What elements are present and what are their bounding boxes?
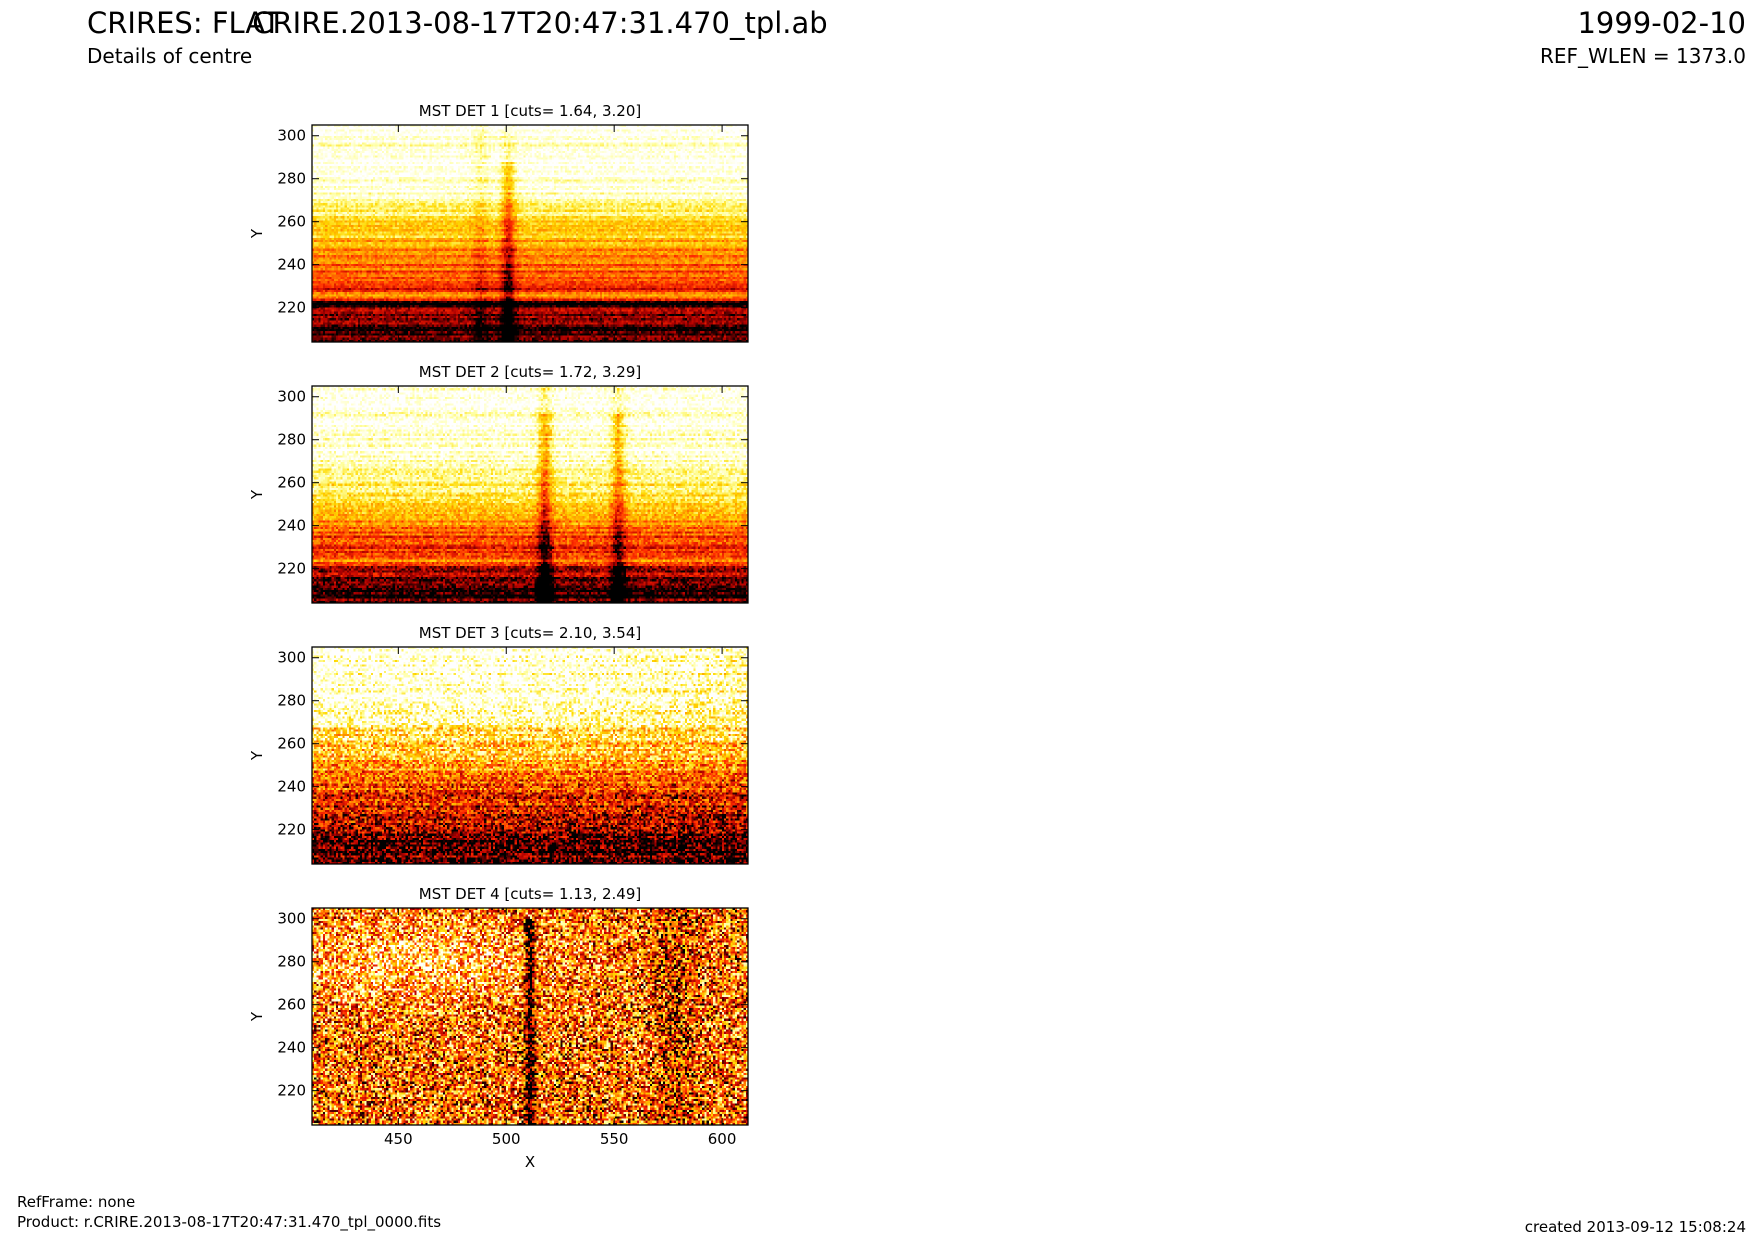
y-axis-label: Y — [248, 1011, 266, 1022]
y-axis-label: Y — [248, 750, 266, 761]
y-tick-label: 280 — [277, 170, 306, 188]
y-tick-label: 240 — [277, 517, 306, 535]
y-tick-label: 300 — [277, 127, 306, 145]
report-subtitle: Details of centre — [87, 44, 253, 68]
y-tick-label: 260 — [277, 213, 306, 231]
y-tick-label: 260 — [277, 735, 306, 753]
y-tick-label: 220 — [277, 821, 306, 839]
detector-panel-4: MST DET 4 [cuts= 1.13, 2.49] 220 240 260 280… — [248, 885, 749, 1171]
created-timestamp: created 2013-09-12 15:08:24 — [1524, 1218, 1746, 1236]
y-tick-label: 220 — [277, 299, 306, 317]
x-tick-label: 600 — [708, 1130, 737, 1148]
detector-panel-2: MST DET 2 [cuts= 1.72, 3.29] 220 240 260 280… — [248, 363, 749, 604]
y-tick-label: 220 — [277, 560, 306, 578]
reference-wavelength: REF_WLEN = 1373.0 — [1539, 44, 1746, 68]
observation-date: 1999-02-10 — [1577, 6, 1746, 40]
y-axis-label: Y — [248, 489, 266, 500]
detector-panel-3: MST DET 3 [cuts= 2.10, 3.54] 220 240 260 280… — [248, 624, 749, 865]
panel-title: MST DET 4 [cuts= 1.13, 2.49] — [419, 885, 642, 903]
heatmap-image — [312, 647, 748, 864]
y-tick-label: 240 — [277, 778, 306, 796]
report-title: CRIRES: FLAT — [87, 6, 281, 40]
panel-title: MST DET 1 [cuts= 1.64, 3.20] — [419, 102, 642, 120]
heatmap-image — [312, 908, 748, 1125]
y-tick-label: 280 — [277, 953, 306, 971]
y-tick-label: 300 — [277, 649, 306, 667]
heatmap-image — [312, 386, 748, 603]
plot-frame — [311, 124, 749, 343]
y-tick-label: 220 — [277, 1082, 306, 1100]
x-tick-label: 500 — [492, 1130, 521, 1148]
x-tick-label: 450 — [384, 1130, 413, 1148]
file-title: CRIRE.2013-08-17T20:47:31.470_tpl.ab — [252, 6, 828, 40]
heatmap-image — [312, 125, 748, 342]
y-tick-label: 260 — [277, 474, 306, 492]
y-tick-label: 260 — [277, 996, 306, 1014]
product-label: Product: r.CRIRE.2013-08-17T20:47:31.470… — [17, 1213, 442, 1231]
x-axis-label: X — [525, 1153, 535, 1171]
y-tick-label: 280 — [277, 431, 306, 449]
panel-title: MST DET 2 [cuts= 1.72, 3.29] — [419, 363, 642, 381]
y-tick-label: 240 — [277, 1039, 306, 1057]
y-tick-label: 280 — [277, 692, 306, 710]
ref-frame-label: RefFrame: none — [17, 1193, 136, 1211]
plot-frame — [311, 385, 749, 604]
y-tick-label: 300 — [277, 910, 306, 928]
y-tick-label: 240 — [277, 256, 306, 274]
y-axis-label: Y — [248, 228, 266, 239]
panel-title: MST DET 3 [cuts= 2.10, 3.54] — [419, 624, 642, 642]
x-tick-label: 550 — [600, 1130, 629, 1148]
plot-frame — [311, 907, 749, 1126]
y-tick-label: 300 — [277, 388, 306, 406]
plot-frame — [311, 646, 749, 865]
detector-panel-1: MST DET 1 [cuts= 1.64, 3.20] 220 240 260 280… — [248, 102, 749, 343]
